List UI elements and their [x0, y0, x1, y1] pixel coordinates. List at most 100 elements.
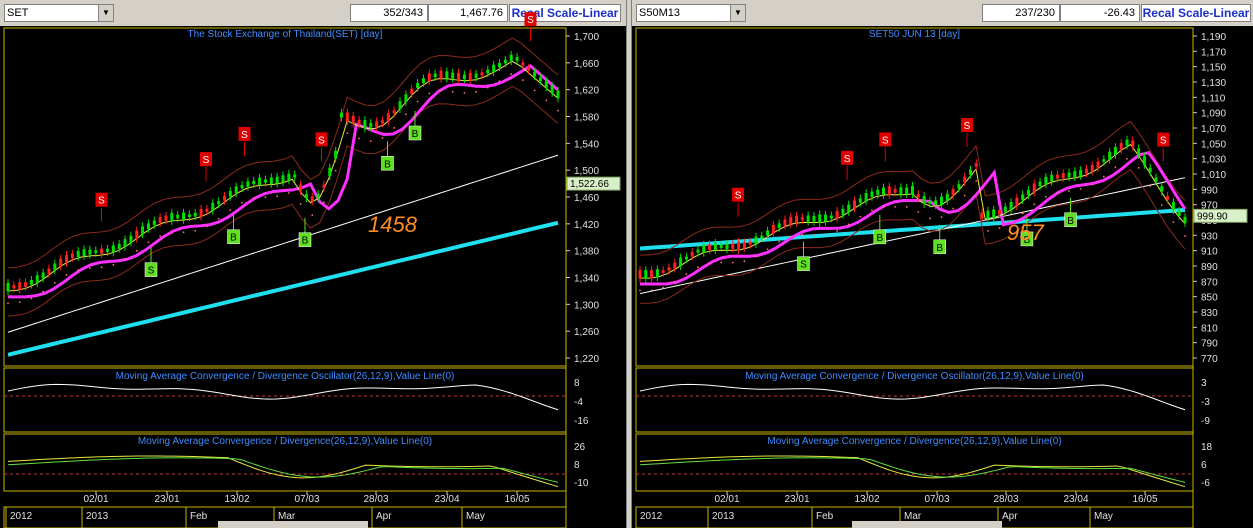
- candle-body: [269, 177, 273, 184]
- candle-body: [211, 202, 215, 211]
- left-chart-window: SET ▼ 352/343 1,467.76 Recal Scale-Linea…: [0, 0, 626, 528]
- window-divider[interactable]: [626, 0, 632, 528]
- candle-body: [433, 73, 437, 78]
- right-recal-scale-button[interactable]: Recal Scale-Linear: [1141, 4, 1251, 22]
- left-recal-scale-button[interactable]: Recal Scale-Linear: [509, 4, 621, 22]
- buy-signal-label: S: [148, 266, 155, 277]
- candle-body: [696, 249, 700, 253]
- parabolic-sar-dot: [451, 90, 454, 93]
- right-chart-canvas[interactable]: SET50 JUN 13 [day] 1,190 1,170 1,150 1,130 1,…: [632, 0, 1253, 528]
- macd-signal-line: [7, 457, 559, 483]
- candle-body: [887, 186, 891, 195]
- candle-body: [957, 184, 961, 189]
- parabolic-sar-dot: [147, 241, 150, 244]
- right-symbol-combo[interactable]: S50M13 ▼: [636, 4, 746, 22]
- price-tick-label: 870: [1201, 277, 1218, 288]
- price-tick-label: 830: [1201, 308, 1218, 319]
- candle-body: [497, 63, 501, 68]
- candle-body: [812, 215, 816, 222]
- parabolic-sar-dot: [871, 209, 873, 212]
- candle-body: [1160, 186, 1164, 192]
- parabolic-sar-dot: [299, 203, 302, 205]
- candle-body: [945, 193, 949, 202]
- buy-signal-label: B: [936, 243, 943, 254]
- candle-body: [252, 180, 256, 185]
- current-price-box: [1193, 208, 1248, 223]
- candle-body: [345, 112, 349, 122]
- parabolic-sar-dot: [440, 89, 442, 92]
- parabolic-sar-dot: [42, 290, 45, 293]
- left-chart-canvas[interactable]: The Stock Exchange of Thailand(SET) [day…: [0, 0, 626, 528]
- oscillator-line: [7, 383, 559, 411]
- parabolic-sar-dot: [475, 90, 477, 93]
- candle-body: [1009, 201, 1013, 211]
- price-tick-label: 1,030: [1201, 155, 1226, 166]
- price-tick-label: 790: [1201, 339, 1218, 350]
- month-label: Feb: [190, 511, 208, 522]
- candle-body: [88, 249, 92, 255]
- candle-body: [1119, 143, 1123, 150]
- candle-body: [655, 269, 659, 278]
- candle-body: [316, 193, 320, 198]
- candle-body: [673, 262, 677, 269]
- price-tick-label: 1,150: [1201, 63, 1226, 74]
- long-term-moving-average: [639, 207, 1186, 251]
- candle-body: [304, 193, 308, 199]
- parabolic-sar-dot: [1056, 191, 1059, 194]
- candle-body: [146, 223, 150, 230]
- parabolic-sar-dot: [847, 223, 850, 226]
- candle-body: [899, 187, 903, 195]
- candle-body: [719, 244, 723, 248]
- macd-signal-line: [639, 457, 1186, 483]
- candle-body: [176, 214, 180, 219]
- parabolic-sar-dot: [1091, 183, 1094, 186]
- candle-body: [421, 78, 425, 84]
- parabolic-sar-dot: [1126, 157, 1128, 160]
- candle-body: [1125, 139, 1129, 146]
- left-symbol-combo[interactable]: SET ▼: [4, 4, 114, 22]
- candle-body: [275, 176, 279, 184]
- chevron-down-icon[interactable]: ▼: [730, 5, 745, 21]
- candle-body: [310, 196, 314, 202]
- candle-body: [638, 269, 642, 279]
- candle-body: [1148, 167, 1152, 173]
- upper-band: [639, 120, 1186, 256]
- candle-body: [375, 121, 379, 128]
- parabolic-sar-dot: [182, 231, 185, 234]
- candle-body: [521, 62, 525, 66]
- candle-body: [777, 223, 781, 228]
- parabolic-sar-dot: [358, 137, 360, 140]
- parabolic-sar-dot: [287, 192, 290, 194]
- candle-body: [795, 215, 799, 223]
- left-toolbar: SET ▼ 352/343 1,467.76 Recal Scale-Linea…: [0, 0, 626, 26]
- candle-body: [340, 112, 344, 118]
- candle-body: [818, 214, 822, 224]
- parabolic-sar-dot: [323, 201, 325, 204]
- chevron-down-icon[interactable]: ▼: [98, 5, 113, 21]
- parabolic-sar-dot: [346, 132, 349, 135]
- candle-body: [1050, 174, 1054, 182]
- candle-body: [486, 69, 490, 74]
- left-symbol-value: SET: [7, 7, 29, 19]
- long-term-moving-average: [7, 220, 559, 357]
- parabolic-sar-dot: [639, 289, 641, 292]
- right-toolbar: S50M13 ▼ 237/230 -26.43 Recal Scale-Line…: [632, 0, 1253, 26]
- candle-body: [287, 173, 291, 180]
- candle-body: [24, 282, 28, 287]
- parabolic-sar-dot: [813, 233, 815, 236]
- date-tick-label: 16/05: [504, 494, 529, 505]
- candle-body: [468, 72, 472, 81]
- date-tick-label: 02/01: [714, 494, 739, 505]
- candle-body: [47, 268, 51, 274]
- parabolic-sar-dot: [369, 140, 372, 143]
- sell-signal-label: S: [527, 15, 534, 26]
- parabolic-sar-dot: [1033, 203, 1036, 206]
- candle-body: [951, 189, 955, 196]
- candle-body: [293, 174, 297, 178]
- price-tick-label: 1,110: [1201, 93, 1226, 104]
- sell-signal-label: S: [1160, 136, 1167, 147]
- parabolic-sar-dot: [241, 201, 243, 204]
- parabolic-sar-dot: [917, 210, 920, 213]
- candle-body: [893, 188, 897, 193]
- candle-body: [1021, 194, 1025, 201]
